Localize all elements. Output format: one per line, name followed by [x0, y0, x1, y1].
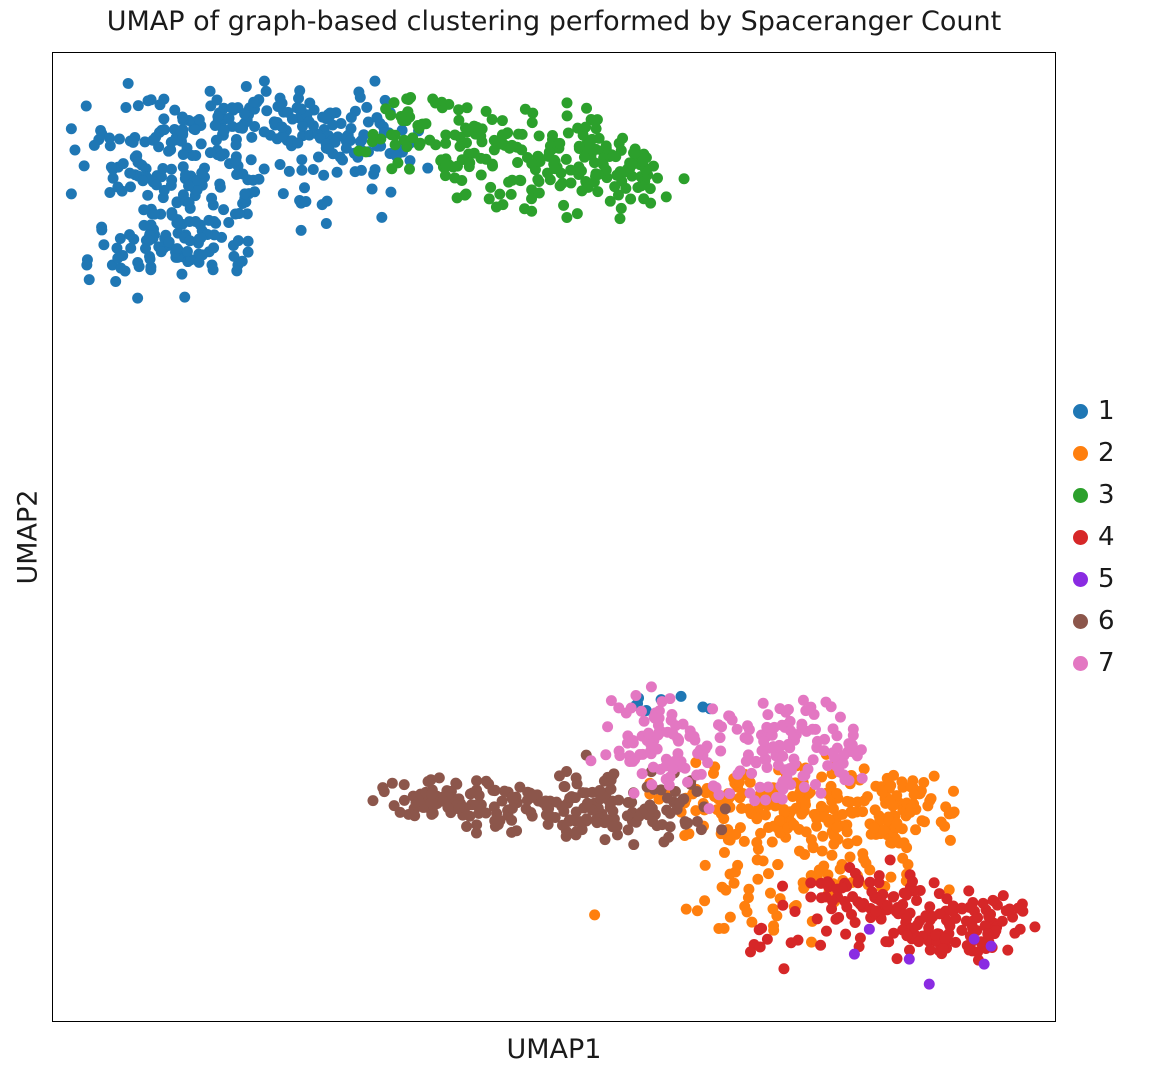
scatter-plot-canvas — [65, 75, 1041, 990]
legend-item-4: 4 — [1073, 516, 1115, 558]
legend-item-2: 2 — [1073, 432, 1115, 474]
legend-swatch-7 — [1073, 655, 1088, 671]
legend-label-3: 3 — [1098, 480, 1115, 510]
legend-swatch-4 — [1073, 529, 1088, 545]
legend: 1 2 3 4 5 6 7 — [1073, 390, 1115, 684]
legend-item-3: 3 — [1073, 474, 1115, 516]
legend-label-1: 1 — [1098, 396, 1115, 426]
legend-swatch-1 — [1073, 403, 1088, 419]
x-axis-label: UMAP1 — [506, 1034, 602, 1065]
legend-swatch-6 — [1073, 613, 1088, 629]
legend-swatch-2 — [1073, 445, 1088, 461]
plot-area — [52, 52, 1056, 1022]
legend-item-1: 1 — [1073, 390, 1115, 432]
legend-item-6: 6 — [1073, 600, 1115, 642]
legend-label-5: 5 — [1098, 564, 1115, 594]
legend-label-7: 7 — [1098, 648, 1115, 678]
legend-label-6: 6 — [1098, 606, 1115, 636]
chart-title: UMAP of graph-based clustering performed… — [106, 6, 1002, 37]
legend-item-7: 7 — [1073, 642, 1115, 684]
y-axis-label: UMAP2 — [12, 489, 44, 585]
legend-swatch-5 — [1073, 571, 1088, 587]
legend-label-2: 2 — [1098, 438, 1115, 468]
legend-label-4: 4 — [1098, 522, 1115, 552]
legend-item-5: 5 — [1073, 558, 1115, 600]
legend-swatch-3 — [1073, 487, 1088, 503]
